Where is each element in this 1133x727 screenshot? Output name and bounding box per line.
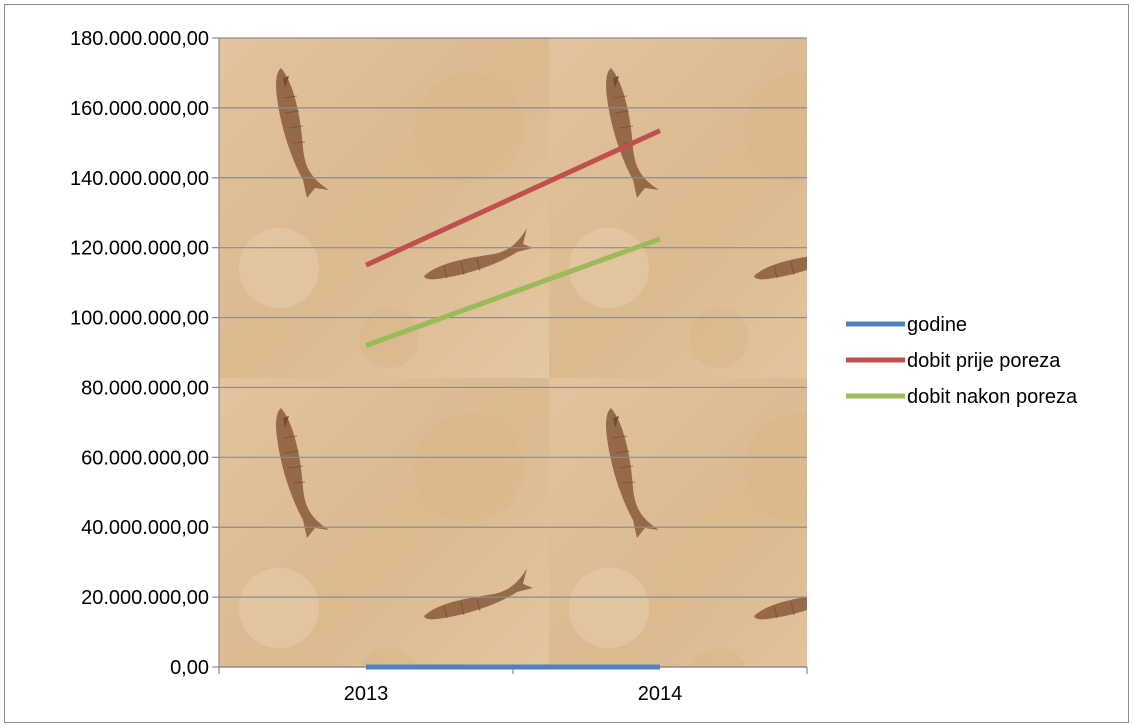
y-tick-label: 20.000.000,00	[81, 587, 209, 609]
legend-label: dobit prije poreza	[907, 350, 1061, 372]
legend-label: dobit nakon poreza	[907, 386, 1078, 408]
series-line-dobit-nakon-poreza	[365, 236, 661, 348]
series-line-dobit-prije-poreza	[364, 128, 662, 268]
plot-background	[219, 38, 807, 667]
x-tick-label: 2013	[344, 683, 389, 705]
x-tick-label: 2014	[638, 683, 683, 705]
y-axis: 0,00 20.000.000,00 40.000.000,00 60.000.000…	[70, 28, 220, 679]
y-tick-label: 140.000.000,00	[70, 168, 209, 190]
legend: godine dobit prije poreza dobit nakon pore…	[846, 314, 1078, 408]
y-tick-label: 100.000.000,00	[70, 308, 209, 330]
plot-area	[219, 38, 807, 667]
y-tick-label: 0,00	[170, 657, 209, 679]
y-tick-label: 180.000.000,00	[70, 28, 209, 50]
y-tick-label: 160.000.000,00	[70, 98, 209, 120]
y-tick-label: 60.000.000,00	[81, 447, 209, 469]
series-lines	[364, 128, 662, 670]
legend-label: godine	[907, 314, 967, 336]
y-tick-label: 120.000.000,00	[70, 238, 209, 260]
y-tick-label: 80.000.000,00	[81, 377, 209, 399]
y-tick-label: 40.000.000,00	[81, 517, 209, 539]
x-axis: 2013 2014	[218, 666, 808, 705]
